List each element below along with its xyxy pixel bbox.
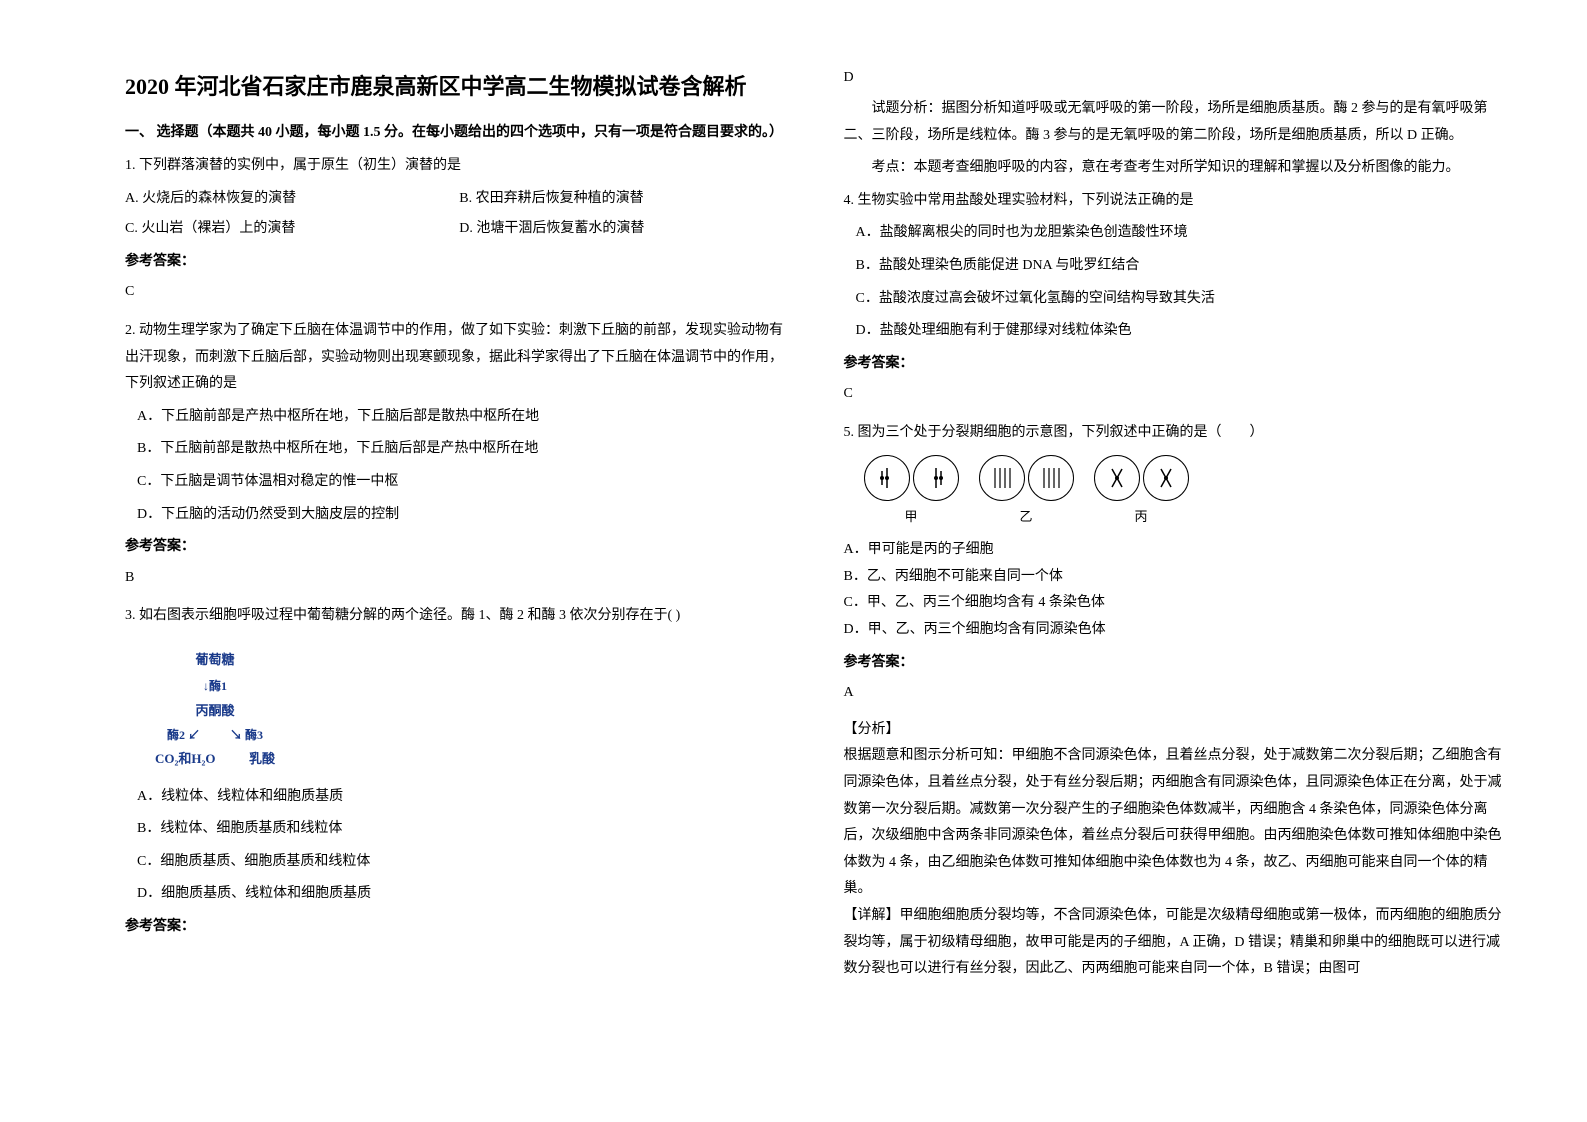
q5-analysis1: 根据题意和图示分析可知：甲细胞不含同源染色体，且着丝点分裂，处于减数第二次分裂后…: [844, 743, 1513, 903]
q5-analysis-label: 【分析】: [844, 717, 1513, 744]
q5-option-c: C．甲、乙、丙三个细胞均含有 4 条染色体: [844, 590, 1513, 617]
q3-text: 3. 如右图表示细胞呼吸过程中葡萄糖分解的两个途径。酶 1、酶 2 和酶 3 依…: [125, 603, 794, 630]
q3-answer-label: 参考答案：: [125, 914, 794, 941]
q1-answer: C: [125, 279, 794, 306]
q4-answer: C: [844, 381, 1513, 408]
question-2: 2. 动物生理学家为了确定下丘脑在体温调节中的作用，做了如下实验：刺激下丘脑的前…: [125, 318, 794, 591]
q3-answer: D: [844, 70, 1513, 86]
cell-label-jia: 甲: [864, 505, 959, 530]
diagram-bottom-left: CO₂和H₂O: [155, 747, 216, 772]
q5-text: 5. 图为三个处于分裂期细胞的示意图，下列叙述中正确的是（ ）: [844, 420, 1513, 447]
q3-diagram: 葡萄糖 ↓酶1 丙酮酸 酶2 ↙ ↘ 酶3 CO₂和H₂O 乳酸: [155, 648, 275, 772]
q3-analysis1: 试题分析：据图分析知道呼吸或无氧呼吸的第一阶段，场所是细胞质基质。酶 2 参与的…: [844, 96, 1513, 149]
q2-option-b: B．下丘脑前部是散热中枢所在地，下丘脑后部是产热中枢所在地: [125, 436, 794, 463]
q1-text: 1. 下列群落演替的实例中，属于原生（初生）演替的是: [125, 153, 794, 180]
q5-answer-label: 参考答案：: [844, 650, 1513, 677]
q4-answer-label: 参考答案：: [844, 351, 1513, 378]
q2-answer: B: [125, 565, 794, 592]
q3-option-c: C．细胞质基质、细胞质基质和线粒体: [125, 849, 794, 876]
cell-bing-2: [1143, 455, 1189, 501]
q4-option-d: D．盐酸处理细胞有利于健那绿对线粒体染色: [844, 318, 1513, 345]
section-header: 一、 选择题（本题共 40 小题，每小题 1.5 分。在每小题给出的四个选项中，…: [125, 121, 794, 141]
question-1: 1. 下列群落演替的实例中，属于原生（初生）演替的是 A. 火烧后的森林恢复的演…: [125, 153, 794, 306]
cell-label-bing: 丙: [1094, 505, 1189, 530]
q5-option-b: B．乙、丙细胞不可能来自同一个体: [844, 564, 1513, 591]
q3-option-d: D．细胞质基质、线粒体和细胞质基质: [125, 881, 794, 908]
q5-analysis2: 【详解】甲细胞细胞质分裂均等，不含同源染色体，可能是次级精母细胞或第一极体，而丙…: [844, 903, 1513, 983]
q5-cell-diagram: 甲 乙 丙: [864, 455, 1513, 530]
q2-option-d: D．下丘脑的活动仍然受到大脑皮层的控制: [125, 502, 794, 529]
q4-text: 4. 生物实验中常用盐酸处理实验材料，下列说法正确的是: [844, 188, 1513, 215]
q3-option-a: A．线粒体、线粒体和细胞质基质: [125, 784, 794, 811]
cell-label-yi: 乙: [979, 505, 1074, 530]
cell-bing-1: [1094, 455, 1140, 501]
diagram-enzyme2: 酶2 ↙: [167, 724, 200, 747]
q1-option-b: B. 农田弃耕后恢复种植的演替: [459, 186, 793, 213]
cell-jia-2: [913, 455, 959, 501]
diagram-middle: 丙酮酸: [155, 699, 275, 724]
question-3: 3. 如右图表示细胞呼吸过程中葡萄糖分解的两个途径。酶 1、酶 2 和酶 3 依…: [125, 603, 794, 940]
q5-option-a: A．甲可能是丙的子细胞: [844, 537, 1513, 564]
diagram-top: 葡萄糖: [155, 648, 275, 673]
q1-answer-label: 参考答案：: [125, 249, 794, 276]
q3-option-b: B．线粒体、细胞质基质和线粒体: [125, 816, 794, 843]
q4-option-a: A．盐酸解离根尖的同时也为龙胆紫染色创造酸性环境: [844, 220, 1513, 247]
q2-answer-label: 参考答案：: [125, 534, 794, 561]
q2-option-c: C．下丘脑是调节体温相对稳定的惟一中枢: [125, 469, 794, 496]
q1-option-a: A. 火烧后的森林恢复的演替: [125, 186, 459, 213]
q5-answer: A: [844, 680, 1513, 707]
q2-text: 2. 动物生理学家为了确定下丘脑在体温调节中的作用，做了如下实验：刺激下丘脑的前…: [125, 318, 794, 398]
q3-analysis2: 考点：本题考查细胞呼吸的内容，意在考查考生对所学知识的理解和掌握以及分析图像的能…: [844, 155, 1513, 182]
diagram-enzyme1: ↓酶1: [155, 675, 275, 698]
q1-option-d: D. 池塘干涸后恢复蓄水的演替: [459, 216, 793, 243]
q4-option-b: B．盐酸处理染色质能促进 DNA 与吡罗红结合: [844, 253, 1513, 280]
cell-yi-1: [979, 455, 1025, 501]
question-5: 5. 图为三个处于分裂期细胞的示意图，下列叙述中正确的是（ ）: [844, 420, 1513, 983]
document-title: 2020 年河北省石家庄市鹿泉高新区中学高二生物模拟试卷含解析: [125, 70, 794, 103]
q1-option-c: C. 火山岩（裸岩）上的演替: [125, 216, 459, 243]
q2-option-a: A．下丘脑前部是产热中枢所在地，下丘脑后部是散热中枢所在地: [125, 404, 794, 431]
cell-jia-1: [864, 455, 910, 501]
cell-yi-2: [1028, 455, 1074, 501]
q5-option-d: D．甲、乙、丙三个细胞均含有同源染色体: [844, 617, 1513, 644]
question-4: 4. 生物实验中常用盐酸处理实验材料，下列说法正确的是 A．盐酸解离根尖的同时也…: [844, 188, 1513, 408]
diagram-enzyme3: ↘ 酶3: [230, 724, 263, 747]
q4-option-c: C．盐酸浓度过高会破坏过氧化氢酶的空间结构导致其失活: [844, 286, 1513, 313]
diagram-bottom-right: 乳酸: [249, 747, 275, 772]
detail-label: 【详解】: [844, 908, 900, 923]
